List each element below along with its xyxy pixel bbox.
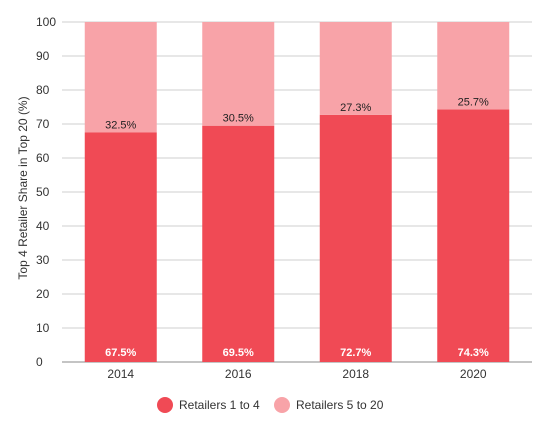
- legend-label-retailers-1-4: Retailers 1 to 4: [179, 398, 260, 412]
- data-label-retailers-5-20: 25.7%: [458, 96, 489, 108]
- x-tick-label: 2020: [460, 367, 487, 381]
- legend-swatch-retailers-1-4: [157, 397, 173, 413]
- legend: Retailers 1 to 4 Retailers 5 to 20: [157, 397, 384, 413]
- bar-retailers-5-20-2014: [84, 22, 157, 133]
- y-tick-label: 50: [36, 185, 50, 199]
- legend-swatch-retailers-5-20: [274, 397, 290, 413]
- y-tick-label: 30: [36, 253, 50, 267]
- data-label-retailers-5-20: 27.3%: [340, 102, 371, 114]
- x-tick-label: 2016: [225, 367, 252, 381]
- data-label-retailers-1-4: 74.3%: [458, 347, 489, 359]
- y-tick-label: 80: [36, 83, 50, 97]
- y-tick-label: 60: [36, 151, 50, 165]
- y-tick-label: 20: [36, 287, 50, 301]
- bar-retailers-1-4-2016: [202, 125, 275, 362]
- y-axis-label: Top 4 Retailer Share in Top 20 (%): [16, 96, 30, 279]
- y-tick-label: 40: [36, 219, 50, 233]
- bars: 67.5% 32.5% 69.5% 30.5% 72.7% 27.3% 74.3% 25.7%: [84, 22, 510, 362]
- x-axis-ticks: 2014 2016 2018 2020: [107, 367, 487, 381]
- x-tick-label: 2014: [107, 367, 134, 381]
- legend-label-retailers-5-20: Retailers 5 to 20: [296, 398, 384, 412]
- y-axis-ticks: 0 10 20 30 40 50 60 70 80 90 100: [36, 15, 56, 369]
- y-tick-label: 10: [36, 321, 50, 335]
- bar-retailers-5-20-2018: [319, 22, 392, 115]
- bar-retailers-1-4-2018: [319, 114, 392, 362]
- y-tick-label: 70: [36, 117, 50, 131]
- data-label-retailers-1-4: 69.5%: [223, 347, 254, 359]
- x-tick-label: 2018: [342, 367, 369, 381]
- bar-retailers-5-20-2020: [437, 22, 510, 110]
- data-label-retailers-1-4: 72.7%: [340, 347, 371, 359]
- y-tick-label: 0: [36, 355, 43, 369]
- bar-retailers-5-20-2016: [202, 22, 275, 126]
- y-tick-label: 90: [36, 49, 50, 63]
- data-label-retailers-1-4: 67.5%: [105, 347, 136, 359]
- y-tick-label: 100: [36, 15, 56, 29]
- bar-retailers-1-4-2020: [437, 109, 510, 362]
- data-label-retailers-5-20: 32.5%: [105, 120, 136, 132]
- data-label-retailers-5-20: 30.5%: [223, 113, 254, 125]
- bar-retailers-1-4-2014: [84, 132, 157, 362]
